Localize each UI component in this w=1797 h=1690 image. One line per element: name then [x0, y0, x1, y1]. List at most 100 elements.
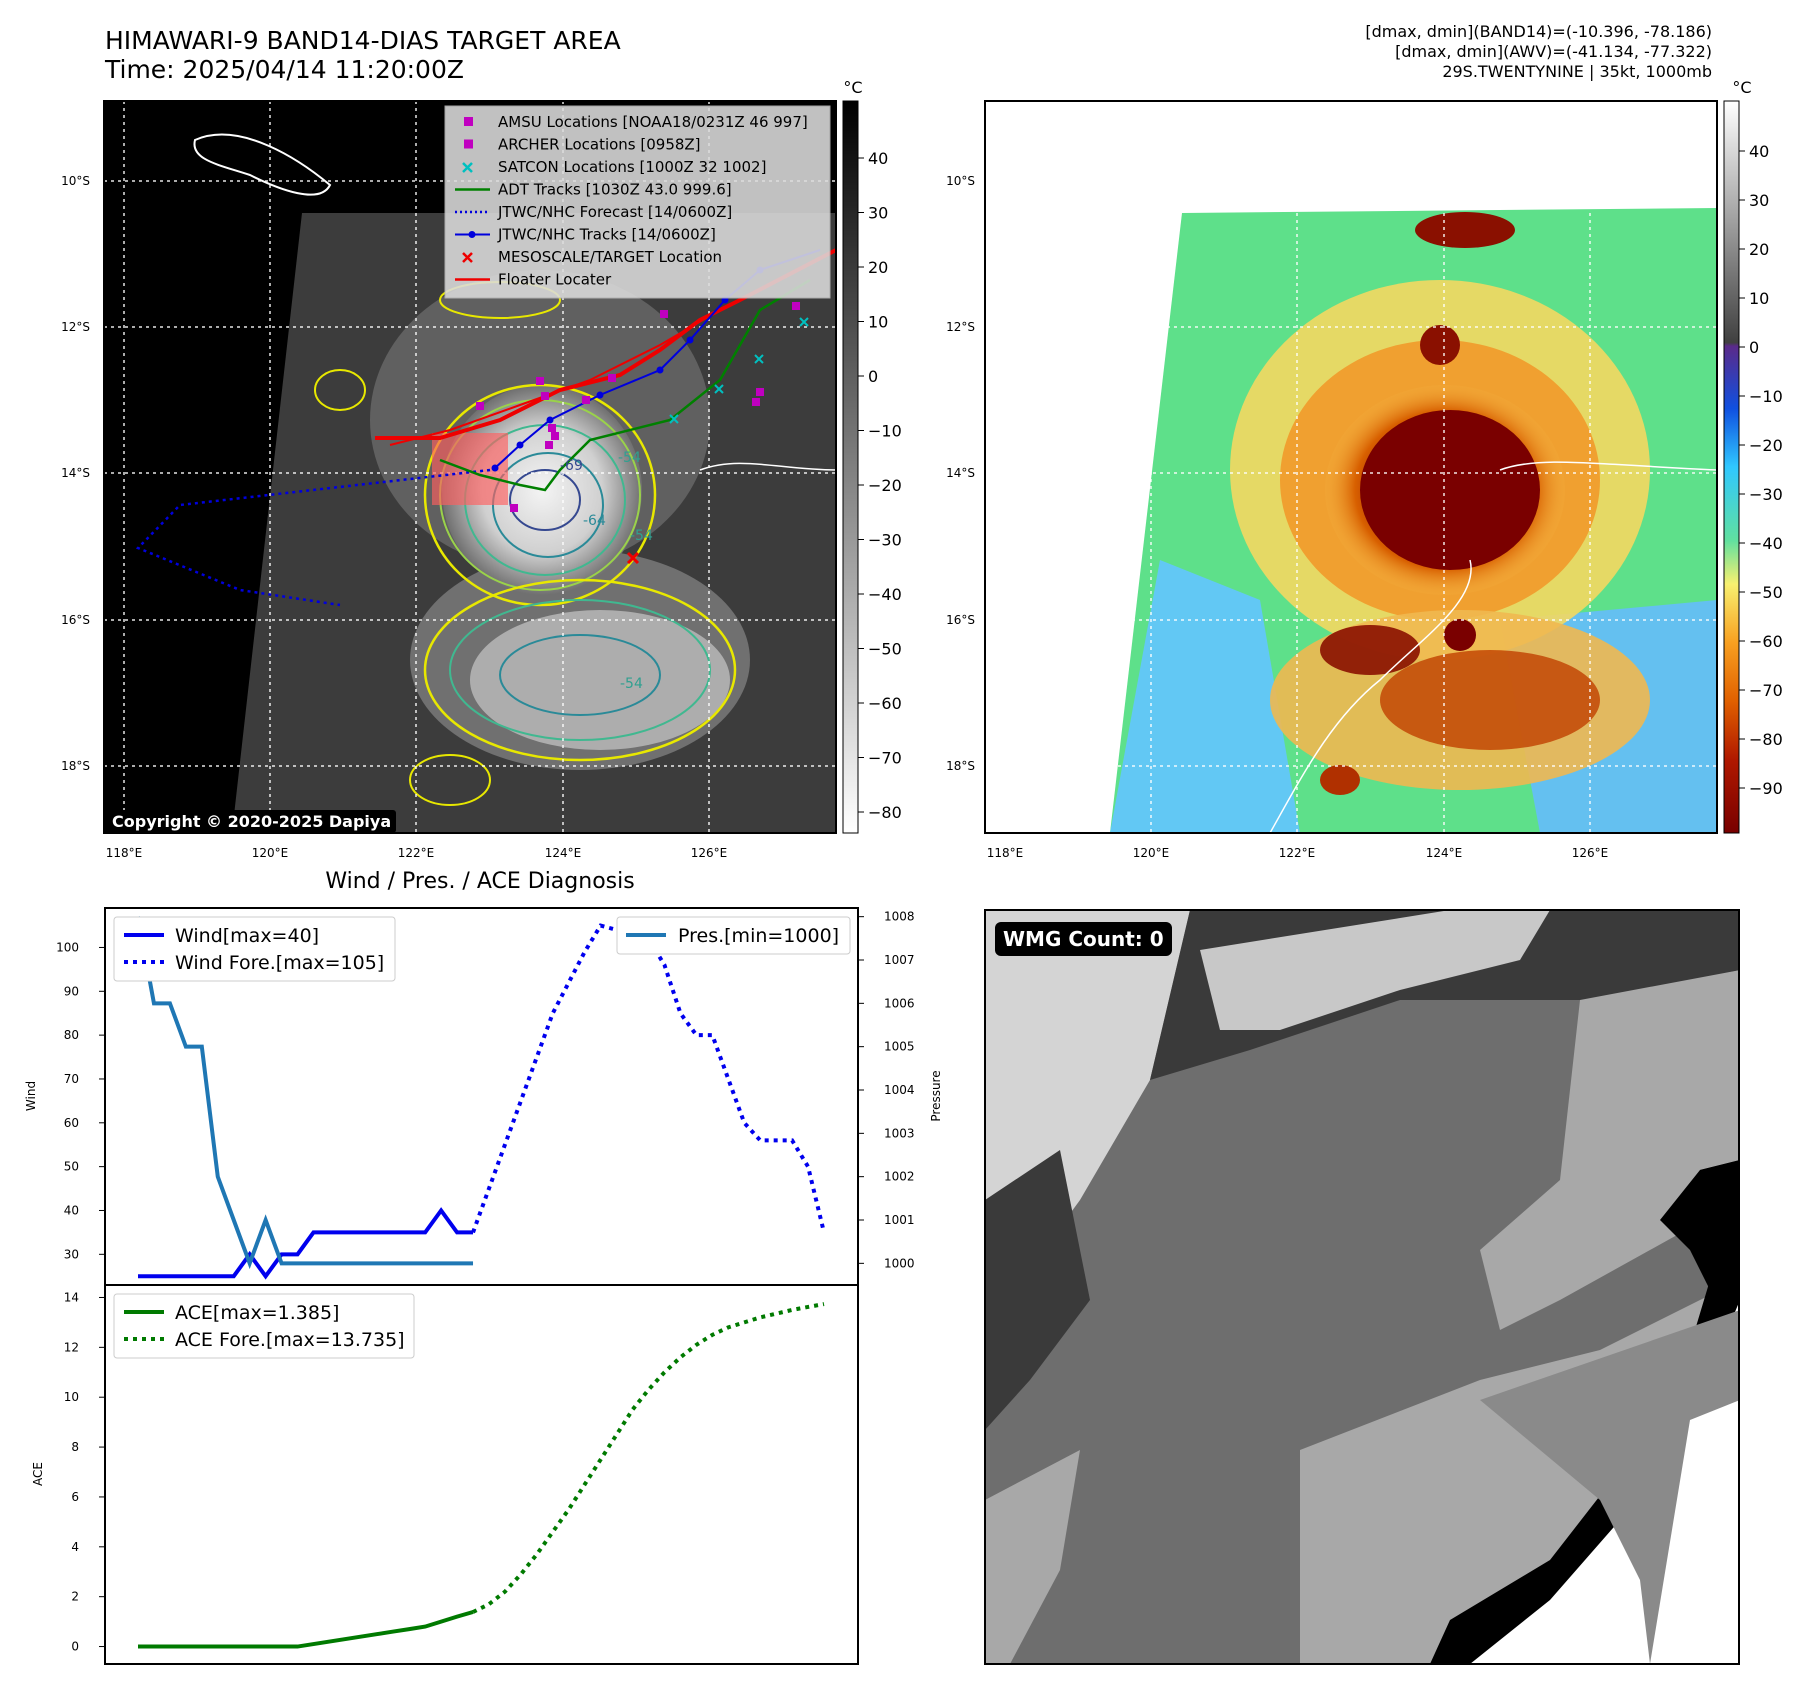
legend-label: ARCHER Locations [0958Z]	[498, 136, 701, 154]
colorbar-tick: 0	[1749, 338, 1759, 357]
y2-tick-label: 1008	[884, 910, 915, 924]
y-tick-label: 70	[64, 1072, 79, 1086]
lat-label: 16°S	[61, 613, 90, 627]
square-marker-icon	[464, 139, 473, 149]
series-line	[138, 1207, 474, 1280]
colorbar-tick: 20	[868, 258, 888, 277]
y-tick-label: 8	[71, 1440, 79, 1454]
y-tick-label: 4	[71, 1540, 79, 1554]
right-map-axis-labels: 10°S 12°S 14°S 16°S 18°S 118°E 120°E 122…	[946, 174, 1608, 860]
y-axis-label: Wind	[24, 1081, 38, 1111]
colorbar-tick: −60	[868, 694, 902, 713]
lat-label: 14°S	[61, 466, 90, 480]
lon-label: 120°E	[252, 846, 289, 860]
y-tick-label: 6	[71, 1490, 79, 1504]
chart-title: Wind / Pres. / ACE Diagnosis	[325, 869, 634, 894]
y-tick-label: 14	[64, 1290, 79, 1304]
copyright-label: Copyright © 2020-2025 Dapiya	[107, 810, 397, 833]
colorbar-tick: 30	[1749, 191, 1769, 210]
y-tick-label: 10	[64, 1390, 79, 1404]
x-marker-icon	[462, 162, 473, 173]
legend-item: JTWC/NHC Tracks [14/0600Z]	[455, 226, 716, 244]
colorbar-tick: −10	[1749, 387, 1783, 406]
y-tick-label: 80	[64, 1028, 79, 1042]
colorbar-tick: 10	[868, 313, 888, 332]
colorbar-tick: −50	[1749, 583, 1783, 602]
figure-title: HIMAWARI-9 BAND14-DIAS TARGET AREA Time:…	[105, 26, 621, 84]
legend-label: Wind Fore.[max=105]	[175, 952, 384, 974]
legend-label: MESOSCALE/TARGET Location	[498, 248, 722, 266]
y-tick-label: 2	[71, 1590, 79, 1604]
y-axis-label: ACE	[31, 1462, 45, 1486]
colorbar-tick: −50	[868, 640, 902, 659]
y2-tick-label: 1002	[884, 1170, 915, 1184]
awv-colorbar: °C 40 30 20 10 0 −10 −20 −30 −40 −50 −60 −70 −80 −90	[1723, 78, 1783, 834]
legend-item: ARCHER Locations [0958Z]	[464, 136, 701, 154]
colorbar-tick: 10	[1749, 289, 1769, 308]
series-line	[138, 1610, 474, 1649]
colorbar-tick: −10	[868, 422, 902, 441]
awv-map	[985, 101, 1717, 833]
lat-label: 16°S	[946, 613, 975, 627]
colorbar-tick: 0	[868, 367, 878, 386]
y2-tick-label: 1003	[884, 1126, 915, 1140]
legend-item: ADT Tracks [1030Z 43.0 999.6]	[455, 181, 732, 199]
y-tick-label: 50	[64, 1160, 79, 1174]
lat-label: 12°S	[61, 320, 90, 334]
lon-label: 118°E	[106, 846, 143, 860]
colorbar-tick: −30	[868, 531, 902, 550]
y2-tick-label: 1001	[884, 1213, 915, 1227]
colorbar-tick: −80	[868, 803, 902, 822]
legend-item: AMSU Locations [NOAA18/0231Z 46 997]	[464, 113, 808, 131]
legend-item: JTWC/NHC Forecast [14/0600Z]	[455, 203, 732, 221]
contour-label: -69	[560, 458, 583, 474]
y-tick-label: 12	[64, 1340, 79, 1354]
y2-tick-label: 1005	[884, 1040, 915, 1054]
lat-label: 12°S	[946, 320, 975, 334]
y2-tick-label: 1000	[884, 1256, 915, 1270]
legend-label: Floater Locater	[498, 271, 612, 289]
wind-pressure-chart: Wind / Pres. / ACE Diagnosis Wind Pressu…	[24, 869, 943, 1286]
colorbar-tick: −40	[868, 585, 902, 604]
legend-item: SATCON Locations [1000Z 32 1002]	[462, 158, 766, 176]
series-line	[136, 916, 474, 1270]
lon-label: 118°E	[987, 846, 1024, 860]
left-map-axis-labels: 10°S 12°S 14°S 16°S 18°S 118°E 120°E 122…	[61, 174, 727, 860]
colorbar-tick: −60	[1749, 632, 1783, 651]
header-stats: [dmax, dmin](BAND14)=(-10.396, -78.186) …	[1365, 22, 1712, 81]
line-dot-marker-icon	[468, 231, 476, 238]
contour-label: -54	[620, 676, 643, 692]
colorbar-tick: −70	[1749, 681, 1783, 700]
lon-label: 122°E	[398, 846, 435, 860]
legend-label: ACE Fore.[max=13.735]	[175, 1329, 405, 1351]
legend-label: ADT Tracks [1030Z 43.0 999.6]	[498, 181, 732, 199]
y-tick-label: 100	[56, 940, 79, 954]
y2-tick-label: 1007	[884, 953, 915, 967]
contour-label: -54	[618, 450, 641, 466]
y2-axis-label: Pressure	[929, 1070, 943, 1121]
legend-label: ACE[max=1.385]	[175, 1302, 339, 1324]
legend-label: Pres.[min=1000]	[678, 925, 839, 947]
y-tick-label: 0	[71, 1640, 79, 1654]
x-marker-icon	[462, 252, 473, 263]
band14-map: -54 -64 -69 -54 -54	[104, 101, 836, 833]
contour-label: -64	[583, 513, 606, 529]
colorbar-tick: −20	[1749, 436, 1783, 455]
y-tick-label: 60	[64, 1116, 79, 1130]
legend-item: Floater Locater	[455, 271, 612, 289]
lon-label: 126°E	[1572, 846, 1609, 860]
y2-tick-label: 1006	[884, 996, 915, 1010]
y2-tick-label: 1004	[884, 1083, 915, 1097]
lon-label: 120°E	[1133, 846, 1170, 860]
lon-label: 126°E	[691, 846, 728, 860]
colorbar-tick: 30	[868, 204, 888, 223]
lon-label: 124°E	[545, 846, 582, 860]
colorbar-tick: −90	[1749, 779, 1783, 798]
band14-colorbar: °C 40 30 20 10 0 −10 −20 −30 −40 −50 −60 −70 −80	[842, 78, 902, 834]
wmg-count-badge: WMG Count: 0	[995, 922, 1172, 956]
legend-item: MESOSCALE/TARGET Location	[462, 248, 722, 266]
colorbar-tick: 40	[1749, 142, 1769, 161]
contour-label: -54	[630, 528, 653, 544]
colorbar-tick: −70	[868, 749, 902, 768]
